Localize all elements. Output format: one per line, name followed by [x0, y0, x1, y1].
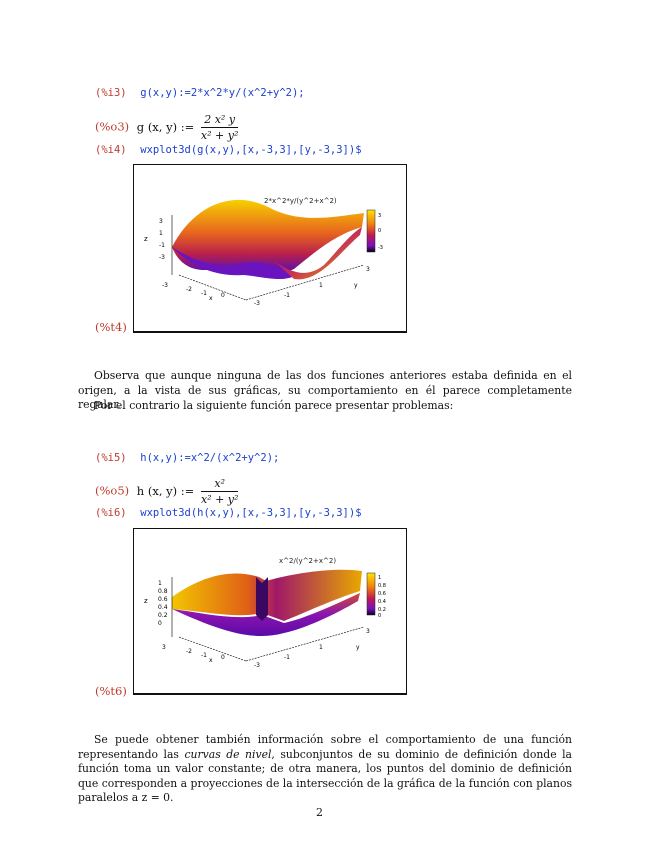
y-tick: 3	[366, 628, 370, 635]
surface-plot-g: 2*x^2*y/(y^2+x^2) 3 1 -1 -3 z -3 -2 -1 0…	[144, 197, 383, 307]
colorbar-tick: 3	[378, 213, 381, 219]
input-code: g(x,y):=2*x^2*y/(x^2+y^2);	[140, 87, 305, 99]
x-tick: 3	[162, 644, 166, 651]
plot-title: 2*x^2*y/(y^2+x^2)	[264, 197, 337, 205]
z-tick: 0.2	[158, 612, 168, 619]
fraction-numerator: 2 x² y	[200, 113, 239, 128]
z-tick: -3	[159, 254, 165, 261]
plot-label-t6: (%t6)	[95, 684, 127, 698]
z-tick: 0	[158, 620, 162, 627]
plot-frame-t4: 2*x^2*y/(y^2+x^2) 3 1 -1 -3 z -3 -2 -1 0…	[133, 164, 407, 333]
z-axis-label: z	[144, 597, 148, 605]
x-axis-label: x	[209, 657, 213, 664]
input-label: (%i4)	[95, 144, 127, 156]
paragraph-observation: Observa que aunque ninguna de las dos fu…	[78, 369, 572, 411]
paragraph-text: , subconjuntos de su dominio de definici…	[78, 747, 572, 805]
paragraph-level-curves: Se puede obtener también información sob…	[78, 733, 572, 806]
y-tick: 1	[319, 644, 323, 651]
colorbar-tick: 0.8	[378, 583, 386, 589]
colorbar-tick: 0	[378, 613, 381, 619]
input-line-i4: (%i4) wxplot3d(g(x,y),[x,-3,3],[y,-3,3])…	[95, 142, 362, 156]
input-code: wxplot3d(g(x,y),[x,-3,3],[y,-3,3])$	[140, 144, 362, 156]
input-line-i3: (%i3) g(x,y):=2*x^2*y/(x^2+y^2);	[95, 85, 305, 99]
paragraph-text: Se puede obtener también información sob…	[78, 733, 572, 761]
plot-title: x^2/(y^2+x^2)	[279, 557, 336, 565]
surface-plot-h: x^2/(y^2+x^2) 1 0.8 0.6 0.4 0.2 0 z 3 -2…	[144, 557, 386, 669]
emphasis-term: curvas de nivel	[184, 747, 272, 761]
paragraph-problem: Por el contrario la siguiente función pa…	[94, 399, 454, 412]
plot-baseline	[133, 331, 406, 332]
x-tick: -2	[186, 648, 192, 655]
z-tick: -1	[159, 242, 165, 249]
input-code: wxplot3d(h(x,y),[x,-3,3],[y,-3,3])$	[140, 507, 362, 519]
output-lhs: h (x, y) :=	[136, 483, 195, 498]
y-axis	[245, 264, 365, 301]
y-axis-label: y	[354, 282, 358, 289]
x-tick: -1	[201, 652, 207, 659]
plot-frame-t6: x^2/(y^2+x^2) 1 0.8 0.6 0.4 0.2 0 z 3 -2…	[133, 528, 407, 695]
x-tick: 0	[221, 654, 225, 661]
z-tick: 0.4	[158, 604, 168, 611]
fraction-denominator: x² + y²	[200, 493, 239, 506]
y-tick: -3	[254, 300, 260, 307]
page-number: 2	[316, 806, 323, 819]
y-axis	[245, 626, 365, 662]
z-tick: 3	[159, 218, 163, 225]
x-axis-label: x	[209, 295, 213, 302]
y-tick: -1	[284, 654, 290, 661]
y-tick: 1	[319, 282, 323, 289]
output-lhs: g (x, y) :=	[136, 119, 195, 134]
input-label: (%i6)	[95, 507, 127, 519]
surface-top	[172, 199, 364, 273]
colorbar-tick: -3	[378, 245, 383, 251]
x-tick: -1	[201, 290, 207, 297]
colorbar-tick: 0.2	[378, 607, 386, 613]
input-label: (%i5)	[95, 452, 127, 464]
output-fraction: 2 x² y x² + y²	[200, 113, 239, 142]
output-fraction: x² x² + y²	[200, 477, 239, 506]
y-tick: 3	[366, 266, 370, 273]
colorbar-tick: 0	[378, 228, 381, 234]
input-label: (%i3)	[95, 87, 127, 99]
colorbar-tick: 0.4	[378, 599, 386, 605]
x-tick: -2	[186, 286, 192, 293]
x-tick: 0	[221, 292, 225, 299]
input-code: h(x,y):=x^2/(x^2+y^2);	[140, 452, 280, 464]
colorbar	[366, 209, 376, 253]
z-tick: 1	[159, 230, 163, 237]
plot-label-t4: (%t4)	[95, 320, 127, 334]
fraction-denominator: x² + y²	[200, 129, 239, 142]
surface-singularity	[256, 577, 268, 621]
output-label: (%o5)	[95, 483, 130, 498]
y-axis-label: y	[356, 644, 360, 651]
z-tick: 1	[158, 580, 162, 587]
output-line-o5: (%o5) h (x, y) := x² x² + y²	[95, 477, 239, 506]
colorbar	[366, 572, 376, 616]
z-tick: 0.8	[158, 588, 168, 595]
output-line-o3: (%o3) g (x, y) := 2 x² y x² + y²	[95, 113, 239, 142]
z-tick: 0.6	[158, 596, 168, 603]
surface-valley	[172, 247, 296, 280]
plot-baseline	[133, 693, 406, 694]
input-line-i6: (%i6) wxplot3d(h(x,y),[x,-3,3],[y,-3,3])…	[95, 505, 362, 519]
colorbar-tick: 0.6	[378, 591, 386, 597]
input-line-i5: (%i5) h(x,y):=x^2/(x^2+y^2);	[95, 450, 279, 464]
colorbar-tick: 1	[378, 575, 381, 581]
fraction-numerator: x²	[200, 477, 239, 492]
y-tick: -3	[254, 662, 260, 669]
z-axis-label: z	[144, 235, 148, 243]
output-label: (%o3)	[95, 119, 130, 134]
x-tick: -3	[162, 282, 168, 289]
surface-bottom	[172, 593, 360, 636]
y-tick: -1	[284, 292, 290, 299]
